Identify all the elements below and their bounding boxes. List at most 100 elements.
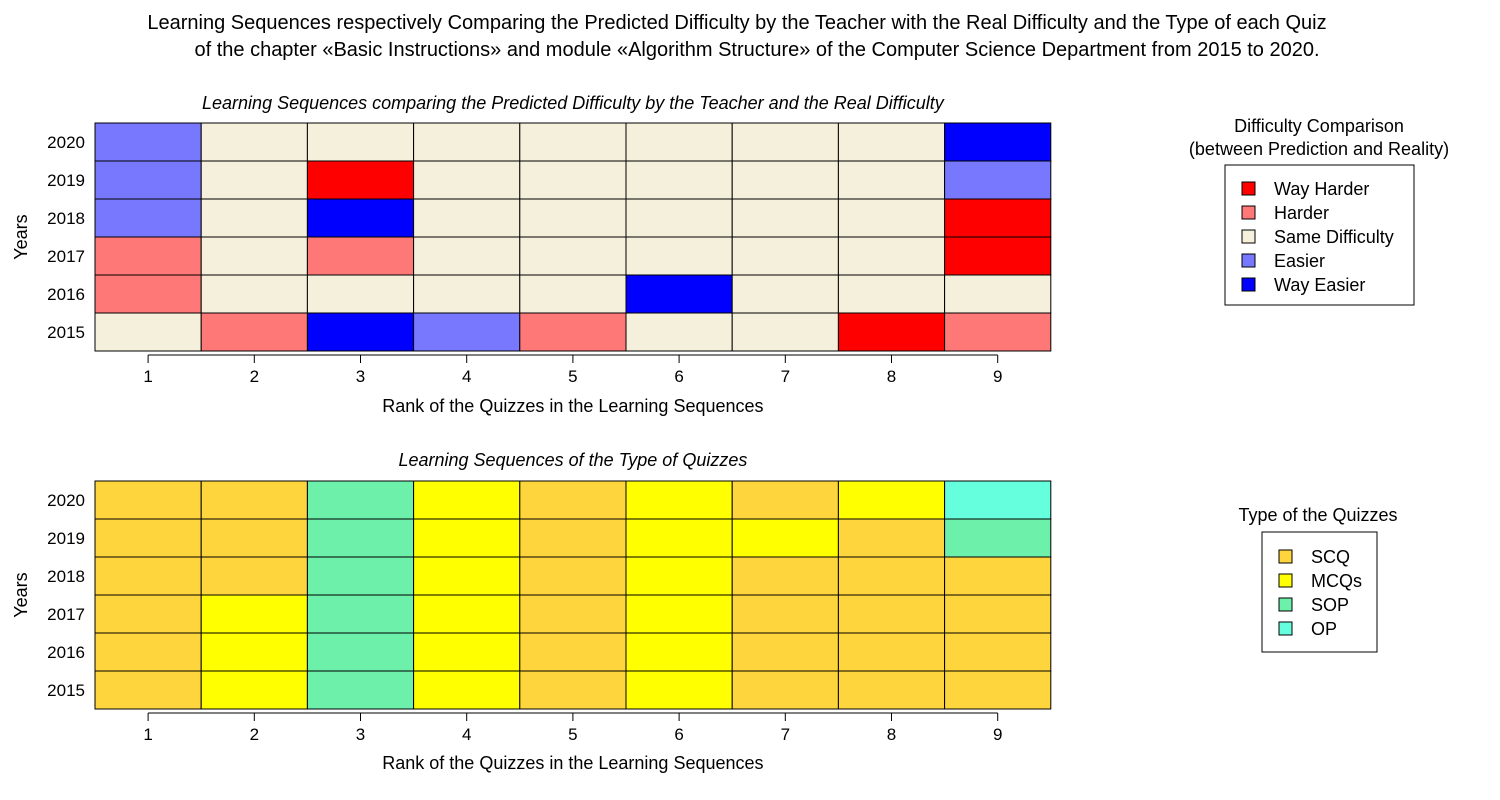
- panel-title: Learning Sequences comparing the Predict…: [202, 93, 945, 113]
- legend: Type of the Quizzes SCQ MCQs SOP OP: [1238, 505, 1398, 653]
- y-tick-label: 2016: [47, 643, 85, 662]
- heatmap-cell: [944, 236, 1052, 276]
- heatmap-cell: [200, 198, 308, 238]
- heatmap-cell: [413, 274, 521, 314]
- heatmap-cell: [731, 274, 839, 314]
- heatmap-cell: [944, 594, 1052, 634]
- heatmap-cell: [413, 594, 521, 634]
- x-axis-label: Rank of the Quizzes in the Learning Sequ…: [382, 753, 763, 773]
- x-tick-label: 3: [356, 725, 365, 744]
- heatmap-cell: [200, 160, 308, 200]
- heatmap-cell: [200, 594, 308, 634]
- y-tick-label: 2017: [47, 605, 85, 624]
- heatmap-cell: [837, 632, 946, 672]
- heatmap-cell: [944, 198, 1052, 238]
- y-tick-label: 2016: [47, 285, 85, 304]
- heatmap-cell: [625, 632, 733, 672]
- x-tick-label: 9: [993, 725, 1002, 744]
- heatmap-cell: [944, 160, 1052, 200]
- heatmap-cell: [306, 594, 415, 634]
- heatmap-cell: [413, 198, 521, 238]
- heatmap-cell: [837, 198, 946, 238]
- heatmap-cell: [837, 670, 946, 710]
- heatmap-cell: [731, 518, 839, 558]
- legend-swatch: [1278, 597, 1293, 612]
- heatmap-cell: [94, 122, 202, 162]
- heatmap-cell: [944, 274, 1052, 314]
- x-axis-label: Rank of the Quizzes in the Learning Sequ…: [382, 396, 763, 416]
- heatmap-cell: [837, 160, 946, 200]
- heatmap-cell: [519, 274, 627, 314]
- y-tick-label: 2015: [47, 681, 85, 700]
- heatmap-cell: [837, 480, 946, 520]
- x-tick-label: 4: [462, 725, 471, 744]
- heatmap-cell: [306, 236, 415, 276]
- heatmap-cell: [731, 480, 839, 520]
- x-tick-label: 1: [143, 725, 152, 744]
- x-tick-label: 5: [568, 725, 577, 744]
- heatmap-cell: [200, 274, 308, 314]
- heatmap-cell: [731, 312, 839, 352]
- x-tick-label: 4: [462, 367, 471, 386]
- panel-title: Learning Sequences of the Type of Quizze…: [398, 450, 747, 470]
- heatmap-cell: [200, 236, 308, 276]
- heatmap-cell: [200, 312, 308, 352]
- heatmap-cell: [944, 312, 1052, 352]
- figure-title-line2: of the chapter «Basic Instructions» and …: [194, 39, 1319, 61]
- heatmap-cell: [519, 594, 627, 634]
- heatmap-cell: [944, 518, 1052, 558]
- heatmap-cell: [413, 670, 521, 710]
- heatmap-cell: [731, 556, 839, 596]
- heatmap-cell: [200, 122, 308, 162]
- heatmap-cell: [944, 632, 1052, 672]
- heatmap-cell: [94, 198, 202, 238]
- heatmap-cell: [625, 122, 733, 162]
- heatmap-cell: [306, 670, 415, 710]
- heatmap-cell: [94, 594, 202, 634]
- heatmap-cell: [625, 670, 733, 710]
- legend-swatch: [1241, 253, 1256, 268]
- heatmap-cell: [519, 198, 627, 238]
- heatmap-cell: [519, 122, 627, 162]
- heatmap-cell: [519, 556, 627, 596]
- heatmap-cell: [94, 236, 202, 276]
- heatmap-cell: [625, 518, 733, 558]
- y-axis-label: Years: [11, 572, 31, 617]
- heatmap-cell: [625, 160, 733, 200]
- heatmap-cell: [519, 236, 627, 276]
- heatmap-cell: [519, 670, 627, 710]
- legend-title-line2: (between Prediction and Reality): [1189, 139, 1449, 159]
- legend-swatch: [1278, 621, 1293, 636]
- heatmap-cell: [519, 632, 627, 672]
- x-tick-label: 8: [887, 725, 896, 744]
- x-tick-label: 7: [781, 367, 790, 386]
- heatmap-cell: [519, 480, 627, 520]
- heatmap-cell: [413, 518, 521, 558]
- heatmap-cell: [94, 670, 202, 710]
- heatmap-cell: [94, 632, 202, 672]
- heatmap-cell: [944, 670, 1052, 710]
- x-tick-label: 6: [674, 725, 683, 744]
- heatmap-cell: [413, 556, 521, 596]
- heatmap-cell: [731, 160, 839, 200]
- heatmap-cell: [625, 556, 733, 596]
- heatmap-cell: [625, 274, 733, 314]
- heatmap-cell: [625, 198, 733, 238]
- heatmap-cell: [200, 518, 308, 558]
- legend-swatch: [1241, 181, 1256, 196]
- heatmap-cell: [625, 312, 733, 352]
- y-axis-label: Years: [11, 214, 31, 259]
- y-tick-label: 2015: [47, 323, 85, 342]
- heatmap-cell: [519, 160, 627, 200]
- heatmap-cell: [731, 670, 839, 710]
- heatmap-cell: [625, 594, 733, 634]
- heatmap-cell: [413, 160, 521, 200]
- heatmap-cell: [94, 160, 202, 200]
- chart-panel-2: Learning Sequences of the Type of Quizze…: [11, 450, 1398, 773]
- legend-swatch: [1241, 229, 1256, 244]
- heatmap-cell: [519, 518, 627, 558]
- heatmap-cell: [94, 480, 202, 520]
- legend-item-label: Harder: [1274, 203, 1329, 223]
- heatmap-cell: [837, 556, 946, 596]
